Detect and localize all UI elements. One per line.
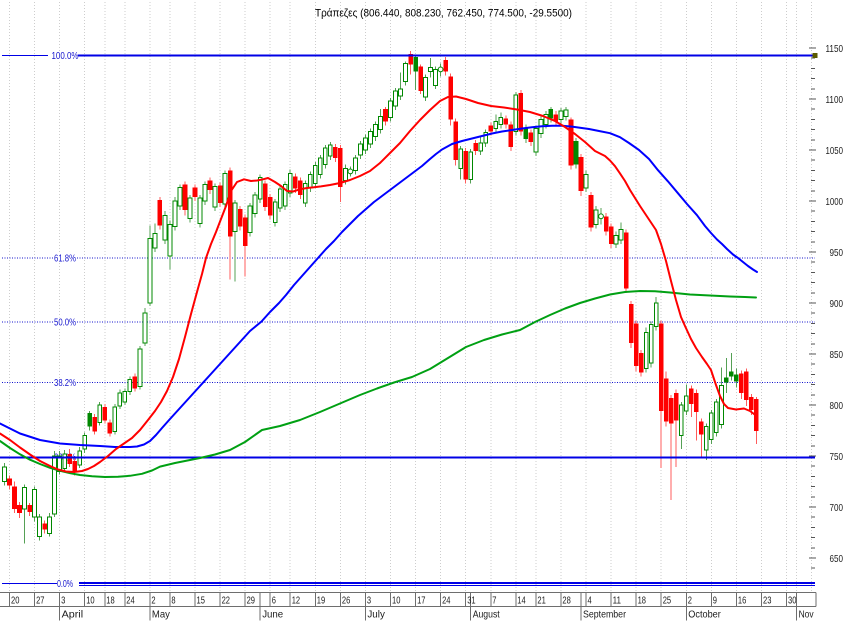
svg-text:900: 900 bbox=[830, 298, 844, 310]
svg-text:7: 7 bbox=[492, 595, 497, 606]
svg-text:18: 18 bbox=[106, 595, 115, 606]
svg-text:28: 28 bbox=[562, 595, 571, 606]
svg-text:24: 24 bbox=[126, 595, 135, 606]
svg-text:July: July bbox=[367, 609, 385, 620]
svg-text:950: 950 bbox=[830, 247, 844, 259]
svg-text:April: April bbox=[62, 609, 84, 620]
svg-text:3: 3 bbox=[367, 595, 372, 606]
svg-text:6: 6 bbox=[272, 595, 277, 606]
svg-text:22: 22 bbox=[222, 595, 231, 606]
svg-text:50.0%: 50.0% bbox=[54, 318, 76, 329]
svg-text:17: 17 bbox=[417, 595, 426, 606]
svg-text:18: 18 bbox=[638, 595, 647, 606]
svg-text:8: 8 bbox=[171, 595, 176, 606]
svg-text:2: 2 bbox=[151, 595, 156, 606]
svg-text:850: 850 bbox=[830, 349, 844, 361]
svg-text:September: September bbox=[583, 609, 627, 620]
svg-text:30: 30 bbox=[788, 595, 797, 606]
svg-text:August: August bbox=[473, 609, 500, 620]
svg-text:Nov: Nov bbox=[799, 609, 814, 620]
svg-text:16: 16 bbox=[738, 595, 747, 606]
svg-text:100.0%: 100.0% bbox=[52, 51, 79, 62]
svg-text:15: 15 bbox=[197, 595, 206, 606]
svg-text:21: 21 bbox=[537, 595, 546, 606]
svg-text:20: 20 bbox=[11, 595, 20, 606]
svg-text:650: 650 bbox=[830, 553, 844, 565]
svg-text:61.8%: 61.8% bbox=[54, 254, 76, 265]
svg-text:10: 10 bbox=[86, 595, 95, 606]
svg-text:27: 27 bbox=[36, 595, 45, 606]
svg-text:May: May bbox=[152, 609, 170, 620]
svg-text:2: 2 bbox=[688, 595, 693, 606]
svg-text:3: 3 bbox=[61, 595, 66, 606]
svg-text:38.2%: 38.2% bbox=[54, 378, 76, 389]
svg-text:Τράπεζες (806.440, 808.230, 76: Τράπεζες (806.440, 808.230, 762.450, 774… bbox=[315, 8, 572, 20]
svg-text:October: October bbox=[688, 609, 721, 620]
svg-text:14: 14 bbox=[517, 595, 526, 606]
svg-text:750: 750 bbox=[830, 451, 844, 463]
svg-text:1100: 1100 bbox=[826, 94, 844, 106]
svg-text:10: 10 bbox=[392, 595, 401, 606]
svg-text:4: 4 bbox=[588, 595, 593, 606]
svg-text:12: 12 bbox=[292, 595, 301, 606]
svg-text:11: 11 bbox=[613, 595, 622, 606]
svg-text:0.0%: 0.0% bbox=[57, 579, 73, 590]
svg-text:29: 29 bbox=[247, 595, 256, 606]
svg-text:700: 700 bbox=[830, 502, 844, 514]
svg-text:800: 800 bbox=[830, 400, 844, 412]
svg-text:19: 19 bbox=[317, 595, 326, 606]
svg-text:9: 9 bbox=[713, 595, 718, 606]
svg-text:24: 24 bbox=[442, 595, 451, 606]
svg-text:June: June bbox=[262, 609, 283, 620]
svg-text:1000: 1000 bbox=[826, 196, 844, 208]
svg-text:23: 23 bbox=[763, 595, 772, 606]
svg-text:1050: 1050 bbox=[826, 145, 844, 157]
svg-text:25: 25 bbox=[663, 595, 672, 606]
svg-text:1150: 1150 bbox=[826, 43, 844, 55]
svg-text:31: 31 bbox=[467, 595, 476, 606]
svg-text:26: 26 bbox=[342, 595, 351, 606]
